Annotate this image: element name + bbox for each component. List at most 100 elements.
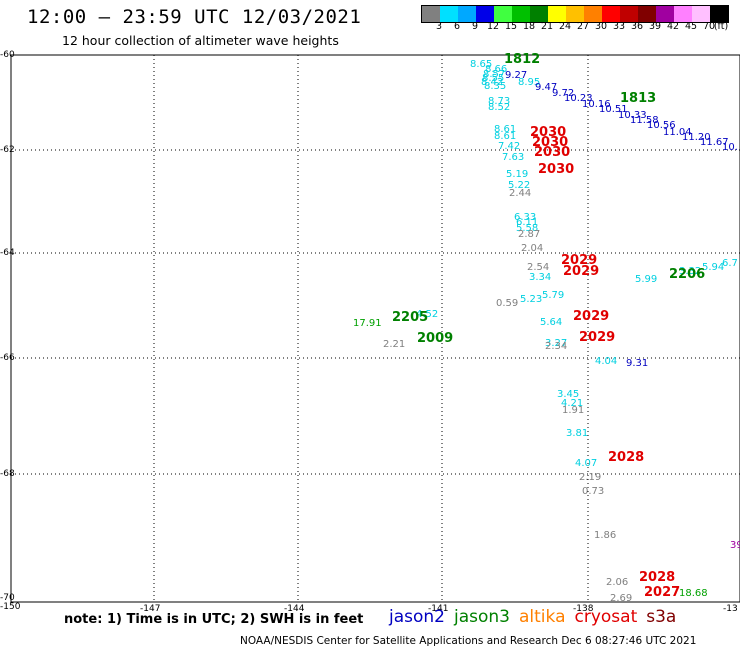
color-scale-tick: 9: [471, 21, 479, 32]
wave-height-value: 2.19: [579, 472, 601, 483]
latitude-tick-label: -66: [0, 353, 15, 363]
units-note: note: 1) Time is in UTC; 2) SWH is in fe…: [64, 612, 364, 627]
observation-labels: 8.658.668.578.558.428.359.278.959.479.72…: [353, 59, 740, 604]
wave-height-value: 9.31: [626, 358, 648, 369]
wave-height-value: 5.64: [540, 317, 562, 328]
color-scale-tick: 70: [702, 21, 716, 32]
wave-height-value: 4.04: [595, 356, 617, 367]
wave-height-value: 8.95: [518, 77, 540, 88]
color-swatch: [692, 6, 710, 22]
wave-height-value: 8.65: [470, 59, 492, 70]
wave-height-value: 2.34: [545, 341, 567, 352]
wave-height-value: 4.07: [575, 458, 597, 469]
wave-height-value: 3.32: [679, 266, 701, 277]
color-scale-unit: (ft): [713, 21, 729, 32]
wave-height-value: 7.63: [502, 152, 524, 163]
longitude-tick-label: -147: [140, 604, 161, 614]
wave-height-value: 18.68: [679, 588, 708, 599]
legend-item-altika: altika: [519, 607, 566, 627]
wave-height-value: 9.27: [505, 70, 527, 81]
wave-height-value: 11.58: [630, 115, 659, 126]
color-scale-tick: 42: [666, 21, 680, 32]
color-swatch: [710, 6, 728, 22]
wave-height-value: 8.52: [488, 102, 510, 113]
color-scale-tick: 30: [594, 21, 608, 32]
wave-height-value: 10.16: [582, 99, 611, 110]
pass-time-label: 2030: [538, 162, 574, 177]
longitude-tick-label: -144: [284, 604, 305, 614]
pass-time-label: 2028: [608, 450, 644, 465]
latitude-tick-label: -62: [0, 145, 15, 155]
map-title: 12:00 – 23:59 UTC 12/03/2021: [27, 6, 362, 28]
wave-height-value: 6.7: [722, 258, 738, 269]
latitude-tick-label: -60: [0, 50, 15, 60]
legend-item-s3a: s3a: [646, 607, 677, 627]
color-swatch: [422, 6, 440, 22]
latitude-tick-label: -68: [0, 469, 15, 479]
map-subtitle: 12 hour collection of altimeter wave hei…: [62, 33, 339, 48]
color-swatch: [656, 6, 674, 22]
wave-height-value: 1.91: [562, 405, 584, 416]
wave-height-value: 2.21: [383, 339, 405, 350]
color-swatch: [602, 6, 620, 22]
wave-height-value: 4.21: [561, 398, 583, 409]
longitude-tick-label: -13: [723, 604, 738, 614]
longitude-tick-label: -150: [0, 602, 21, 612]
latitude-tick-label: -64: [0, 248, 15, 258]
wave-height-value: 5.94: [702, 262, 724, 273]
wave-height-value: 1.86: [594, 530, 616, 541]
color-swatch: [494, 6, 512, 22]
color-scale-tick: 27: [576, 21, 590, 32]
wave-height-value: 2.69: [610, 593, 632, 604]
color-scale-tick: 33: [612, 21, 626, 32]
wave-height-value: 3.34: [529, 272, 551, 283]
pass-time-label: 2027: [644, 585, 680, 600]
wave-height-value: 8.35: [484, 81, 506, 92]
wave-height-value: 5.58: [516, 223, 538, 234]
color-swatch: [548, 6, 566, 22]
pass-time-label: 1812: [504, 52, 540, 67]
wave-height-value: 11.67: [700, 137, 729, 148]
color-swatch: [674, 6, 692, 22]
wave-height-value: 5.19: [506, 169, 528, 180]
pass-time-label: 2030: [530, 125, 566, 140]
wave-height-value: 0.73: [582, 486, 604, 497]
pass-time-label: 2029: [563, 264, 599, 279]
wave-height-value: 8.61: [494, 131, 516, 142]
color-scale-tick: 21: [540, 21, 554, 32]
wave-height-value: 3.27: [545, 338, 567, 349]
wave-height-value: 5.23: [520, 294, 542, 305]
color-scale-tick: 3: [435, 21, 443, 32]
color-swatch: [620, 6, 638, 22]
wave-height-value: 4.52: [416, 309, 438, 320]
pass-time-label: 2030: [534, 145, 570, 160]
wave-height-value: 3.81: [566, 428, 588, 439]
map-grid: [11, 55, 740, 602]
wave-height-value: 10.33: [618, 110, 647, 121]
wave-height-value: 11.04: [663, 127, 692, 138]
wave-height-value: 2.04: [521, 243, 543, 254]
wave-height-value: 10.56: [647, 120, 676, 131]
wave-height-value: 2.87: [518, 229, 540, 240]
color-scale-tick: 36: [630, 21, 644, 32]
wave-height-value: 8.57: [483, 69, 505, 80]
wave-height-value: 7.42: [498, 141, 520, 152]
wave-height-value: 39: [730, 540, 740, 551]
color-swatch: [476, 6, 494, 22]
latitude-tick-label: -70: [0, 593, 15, 603]
color-scale-tick: 24: [558, 21, 572, 32]
legend-item-jason2: jason2: [389, 607, 445, 627]
pass-time-label: 2029: [561, 253, 597, 268]
color-scale-tick: 45: [684, 21, 698, 32]
wave-height-value: 8.42: [481, 77, 503, 88]
color-swatch: [512, 6, 530, 22]
wave-height-value: 2.06: [606, 577, 628, 588]
wave-height-value: 6.33: [514, 212, 536, 223]
wave-height-value: 10.51: [599, 104, 628, 115]
wave-height-value: 10.23: [564, 93, 593, 104]
wave-height-value: 5.79: [542, 290, 564, 301]
wave-height-value: 8.55: [482, 73, 504, 84]
map-frame: [10, 54, 740, 603]
color-swatch: [638, 6, 656, 22]
